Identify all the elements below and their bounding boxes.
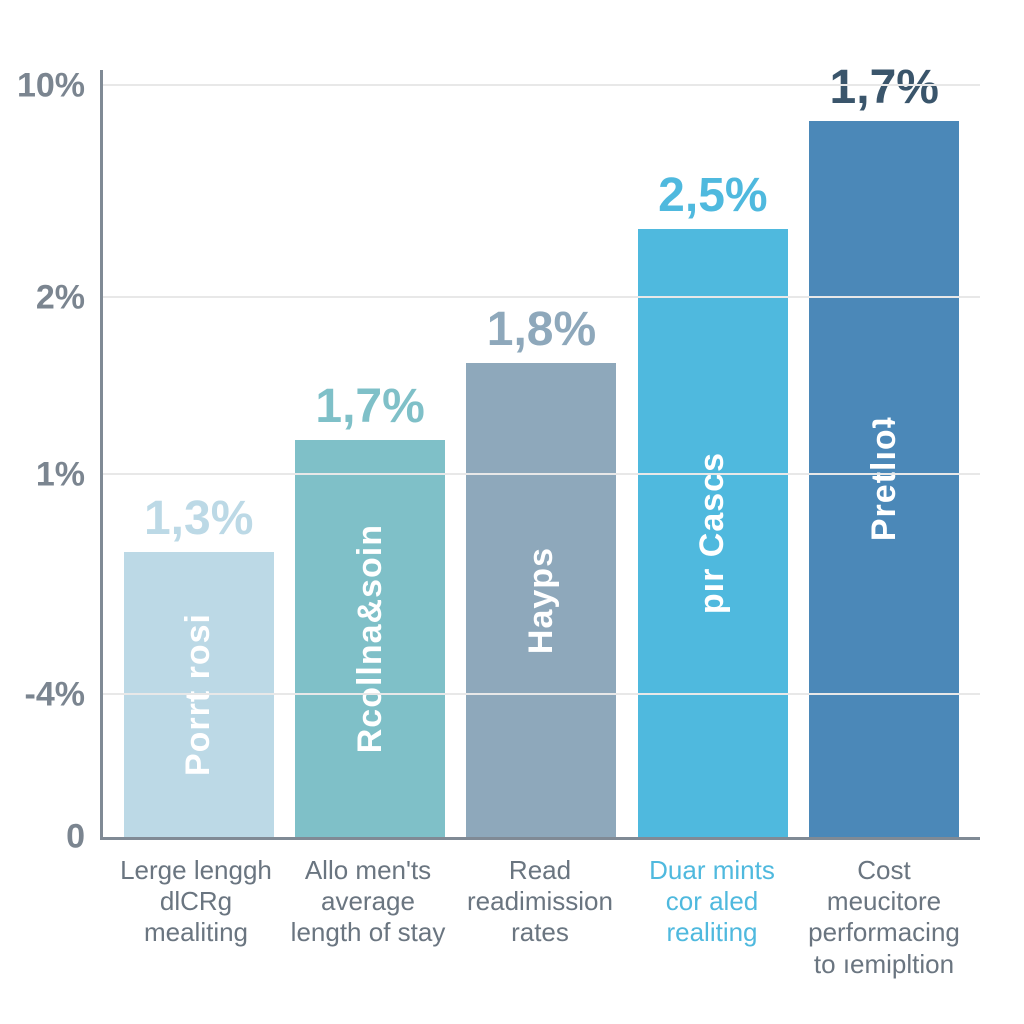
- plot-area: 1,3%Porrt rosi 1,7% Rcollna&soin 1,8% Hayps 2…: [100, 70, 980, 840]
- y-tick-label: 2%: [36, 279, 103, 318]
- bar: Rcollna&soin: [295, 440, 445, 837]
- bar-column: 1,3%Porrt rosi: [119, 491, 279, 837]
- y-tick-label: 1%: [36, 456, 103, 495]
- bar-value-label: 2,5%: [658, 168, 767, 223]
- bars-container: 1,3%Porrt rosi 1,7% Rcollna&soin 1,8% Hayps 2…: [103, 70, 980, 837]
- x-axis-label: Duar mints cor aled realiting: [632, 855, 792, 980]
- y-tick-label: 0: [66, 818, 103, 857]
- bar-column: 1,7% Rcollna&soin: [290, 379, 450, 837]
- gridline: [103, 296, 980, 298]
- bar-column: 1,8% Hayps: [461, 302, 621, 837]
- x-axis-label: Read readimission rates: [460, 855, 620, 980]
- y-tick-label: -4%: [25, 675, 103, 714]
- bar: Hayps: [466, 363, 616, 837]
- x-axis-label: Cost meucitore performacing to ıemipltio…: [804, 855, 964, 980]
- gridline: [103, 693, 980, 695]
- bar-value-label: 1,7%: [315, 379, 424, 434]
- gridline: [103, 473, 980, 475]
- bar-column: 1,7% Pretlıoʇ: [804, 60, 964, 837]
- bar: pır Cascs: [638, 229, 788, 837]
- bar-column: 2,5% pır Cascs: [633, 168, 793, 837]
- bar-value-label: 1,3%: [144, 491, 253, 546]
- bar-value-label: 1,7%: [830, 60, 939, 115]
- bar-chart: 1,3%Porrt rosi 1,7% Rcollna&soin 1,8% Hayps 2…: [0, 0, 1024, 1024]
- x-axis-label: Lerge lenggh dlCRg mealiting: [116, 855, 276, 980]
- bar-inner-label: pır Cascs: [693, 452, 732, 614]
- bar-inner-label: Hayps: [522, 547, 561, 654]
- x-axis-label: Allo men'ts average length of stay: [288, 855, 448, 980]
- bar-inner-label: Rcollna&soin: [351, 524, 390, 753]
- y-tick-label: 10%: [17, 67, 103, 106]
- bar-inner-label: Pretlıoʇ: [865, 416, 904, 541]
- bar-value-label: 1,8%: [487, 302, 596, 357]
- bar: Pretlıoʇ: [809, 121, 959, 837]
- x-axis-labels: Lerge lenggh dlCRg mealitingAllo men'ts …: [100, 845, 980, 980]
- gridline: [103, 84, 980, 86]
